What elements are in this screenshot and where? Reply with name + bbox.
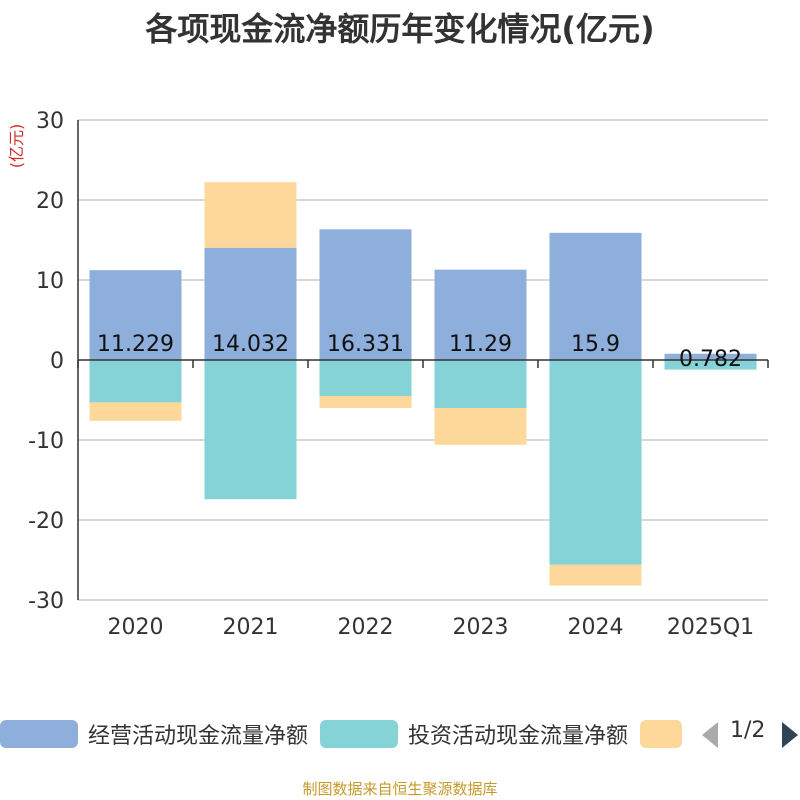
bar-chart: 30 20 10 0 -10 -20 -30 2020 2021 2022 2023 2024 2025…	[7, 109, 769, 640]
bar-1-2020	[89, 360, 182, 403]
data-label: 11.29	[449, 332, 512, 357]
axes: 30 20 10 0 -10 -20 -30 2020 2021 2022 2023 2024 2025…	[28, 109, 769, 640]
x-tick-label: 2020	[108, 615, 164, 640]
bar-0-2025Q1	[664, 353, 757, 360]
y-tick-label: -30	[28, 589, 64, 614]
y-axis-label: (亿元)	[7, 124, 26, 169]
legend-pager: 1/2	[700, 716, 800, 752]
grid-lines	[78, 119, 768, 601]
bar-1-2024	[549, 360, 642, 565]
bar-0-2024	[549, 232, 642, 360]
bar-2-2023	[434, 408, 527, 445]
bar-2-2020	[89, 402, 182, 421]
x-tick-label: 2022	[338, 615, 394, 640]
y-tick-label: 10	[36, 269, 64, 294]
y-tick-label: -10	[28, 429, 64, 454]
data-label: 16.331	[327, 332, 404, 357]
y-tick-label: -20	[28, 509, 64, 534]
pager-page-indicator: 1/2	[730, 718, 766, 743]
legend-swatch	[320, 720, 398, 748]
data-label: 0.782	[679, 347, 742, 372]
bar-0-2022	[319, 229, 412, 360]
legend-swatch	[0, 720, 78, 748]
x-tick-label: 2021	[223, 615, 279, 640]
x-tick-label: 2023	[453, 615, 509, 640]
data-labels: 11.229 14.032 16.331 11.29 15.9 0.782	[97, 332, 742, 372]
bar-2-2024	[549, 564, 642, 586]
data-label: 11.229	[97, 332, 174, 357]
pager-next-arrow-icon[interactable]	[782, 722, 798, 748]
bar-1-2025Q1	[664, 360, 757, 370]
bar-0-2023	[434, 269, 527, 360]
bar-1-2021	[204, 360, 297, 500]
bar-2-2021	[204, 182, 297, 248]
data-source-note: 制图数据来自恒生聚源数据库	[302, 780, 498, 798]
x-tick-label: 2024	[568, 615, 624, 640]
bars	[89, 182, 757, 586]
data-label: 15.9	[571, 332, 620, 357]
y-tick-label: 20	[36, 189, 64, 214]
bar-0-2020	[89, 270, 182, 360]
bar-1-2023	[434, 360, 527, 408]
data-label: 14.032	[212, 332, 289, 357]
legend-swatch	[640, 720, 682, 748]
bar-1-2022	[319, 360, 412, 396]
y-tick-label: 30	[36, 109, 64, 134]
legend-label: 投资活动现金流量净额	[408, 724, 629, 749]
bar-2-2022	[319, 396, 412, 408]
y-tick-label: 0	[50, 349, 64, 374]
chart-title: 各项现金流净额历年变化情况(亿元)	[145, 10, 655, 48]
x-tick-label: 2025Q1	[667, 615, 754, 640]
legend: 经营活动现金流量净额 投资活动现金流量净额	[0, 716, 800, 752]
pager-prev-arrow-icon[interactable]	[702, 722, 718, 748]
bar-0-2021	[204, 247, 297, 360]
legend-label: 经营活动现金流量净额	[88, 724, 309, 749]
